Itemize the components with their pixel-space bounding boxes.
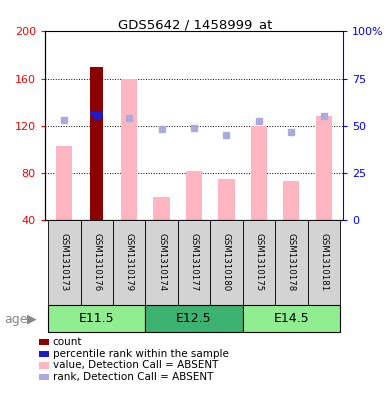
Text: E14.5: E14.5 xyxy=(273,312,309,325)
Bar xyxy=(145,220,178,305)
Bar xyxy=(90,114,103,220)
Bar xyxy=(113,220,145,305)
Bar xyxy=(210,220,243,305)
Bar xyxy=(186,171,202,220)
Bar xyxy=(48,305,145,332)
Bar xyxy=(121,79,137,220)
Text: count: count xyxy=(53,337,82,347)
Text: rank, Detection Call = ABSENT: rank, Detection Call = ABSENT xyxy=(53,372,213,382)
Bar xyxy=(90,67,103,220)
Text: ▶: ▶ xyxy=(27,312,36,326)
Bar xyxy=(243,220,275,305)
Text: age: age xyxy=(4,312,27,326)
Bar xyxy=(90,112,103,116)
Text: GSM1310175: GSM1310175 xyxy=(254,233,263,292)
Bar xyxy=(308,220,340,305)
Text: GSM1310173: GSM1310173 xyxy=(60,233,69,292)
Bar xyxy=(56,146,73,220)
Bar xyxy=(48,220,80,305)
Bar xyxy=(178,220,210,305)
Bar xyxy=(251,126,267,220)
Bar xyxy=(283,181,300,220)
Text: GSM1310181: GSM1310181 xyxy=(319,233,328,292)
Text: E12.5: E12.5 xyxy=(176,312,212,325)
Text: percentile rank within the sample: percentile rank within the sample xyxy=(53,349,229,359)
Bar xyxy=(90,67,103,220)
Text: GSM1310177: GSM1310177 xyxy=(190,233,199,292)
Bar xyxy=(218,179,234,220)
Bar xyxy=(154,196,170,220)
Text: GDS5642 / 1458999_at: GDS5642 / 1458999_at xyxy=(118,18,272,31)
Bar xyxy=(145,305,243,332)
Text: GSM1310174: GSM1310174 xyxy=(157,233,166,292)
Text: GSM1310179: GSM1310179 xyxy=(125,233,134,291)
Text: value, Detection Call = ABSENT: value, Detection Call = ABSENT xyxy=(53,360,218,371)
Text: E11.5: E11.5 xyxy=(79,312,115,325)
Text: GSM1310178: GSM1310178 xyxy=(287,233,296,292)
Bar xyxy=(243,305,340,332)
Text: GSM1310180: GSM1310180 xyxy=(222,233,231,292)
Bar xyxy=(275,220,308,305)
Bar xyxy=(80,220,113,305)
Text: GSM1310176: GSM1310176 xyxy=(92,233,101,292)
Bar xyxy=(316,116,332,220)
